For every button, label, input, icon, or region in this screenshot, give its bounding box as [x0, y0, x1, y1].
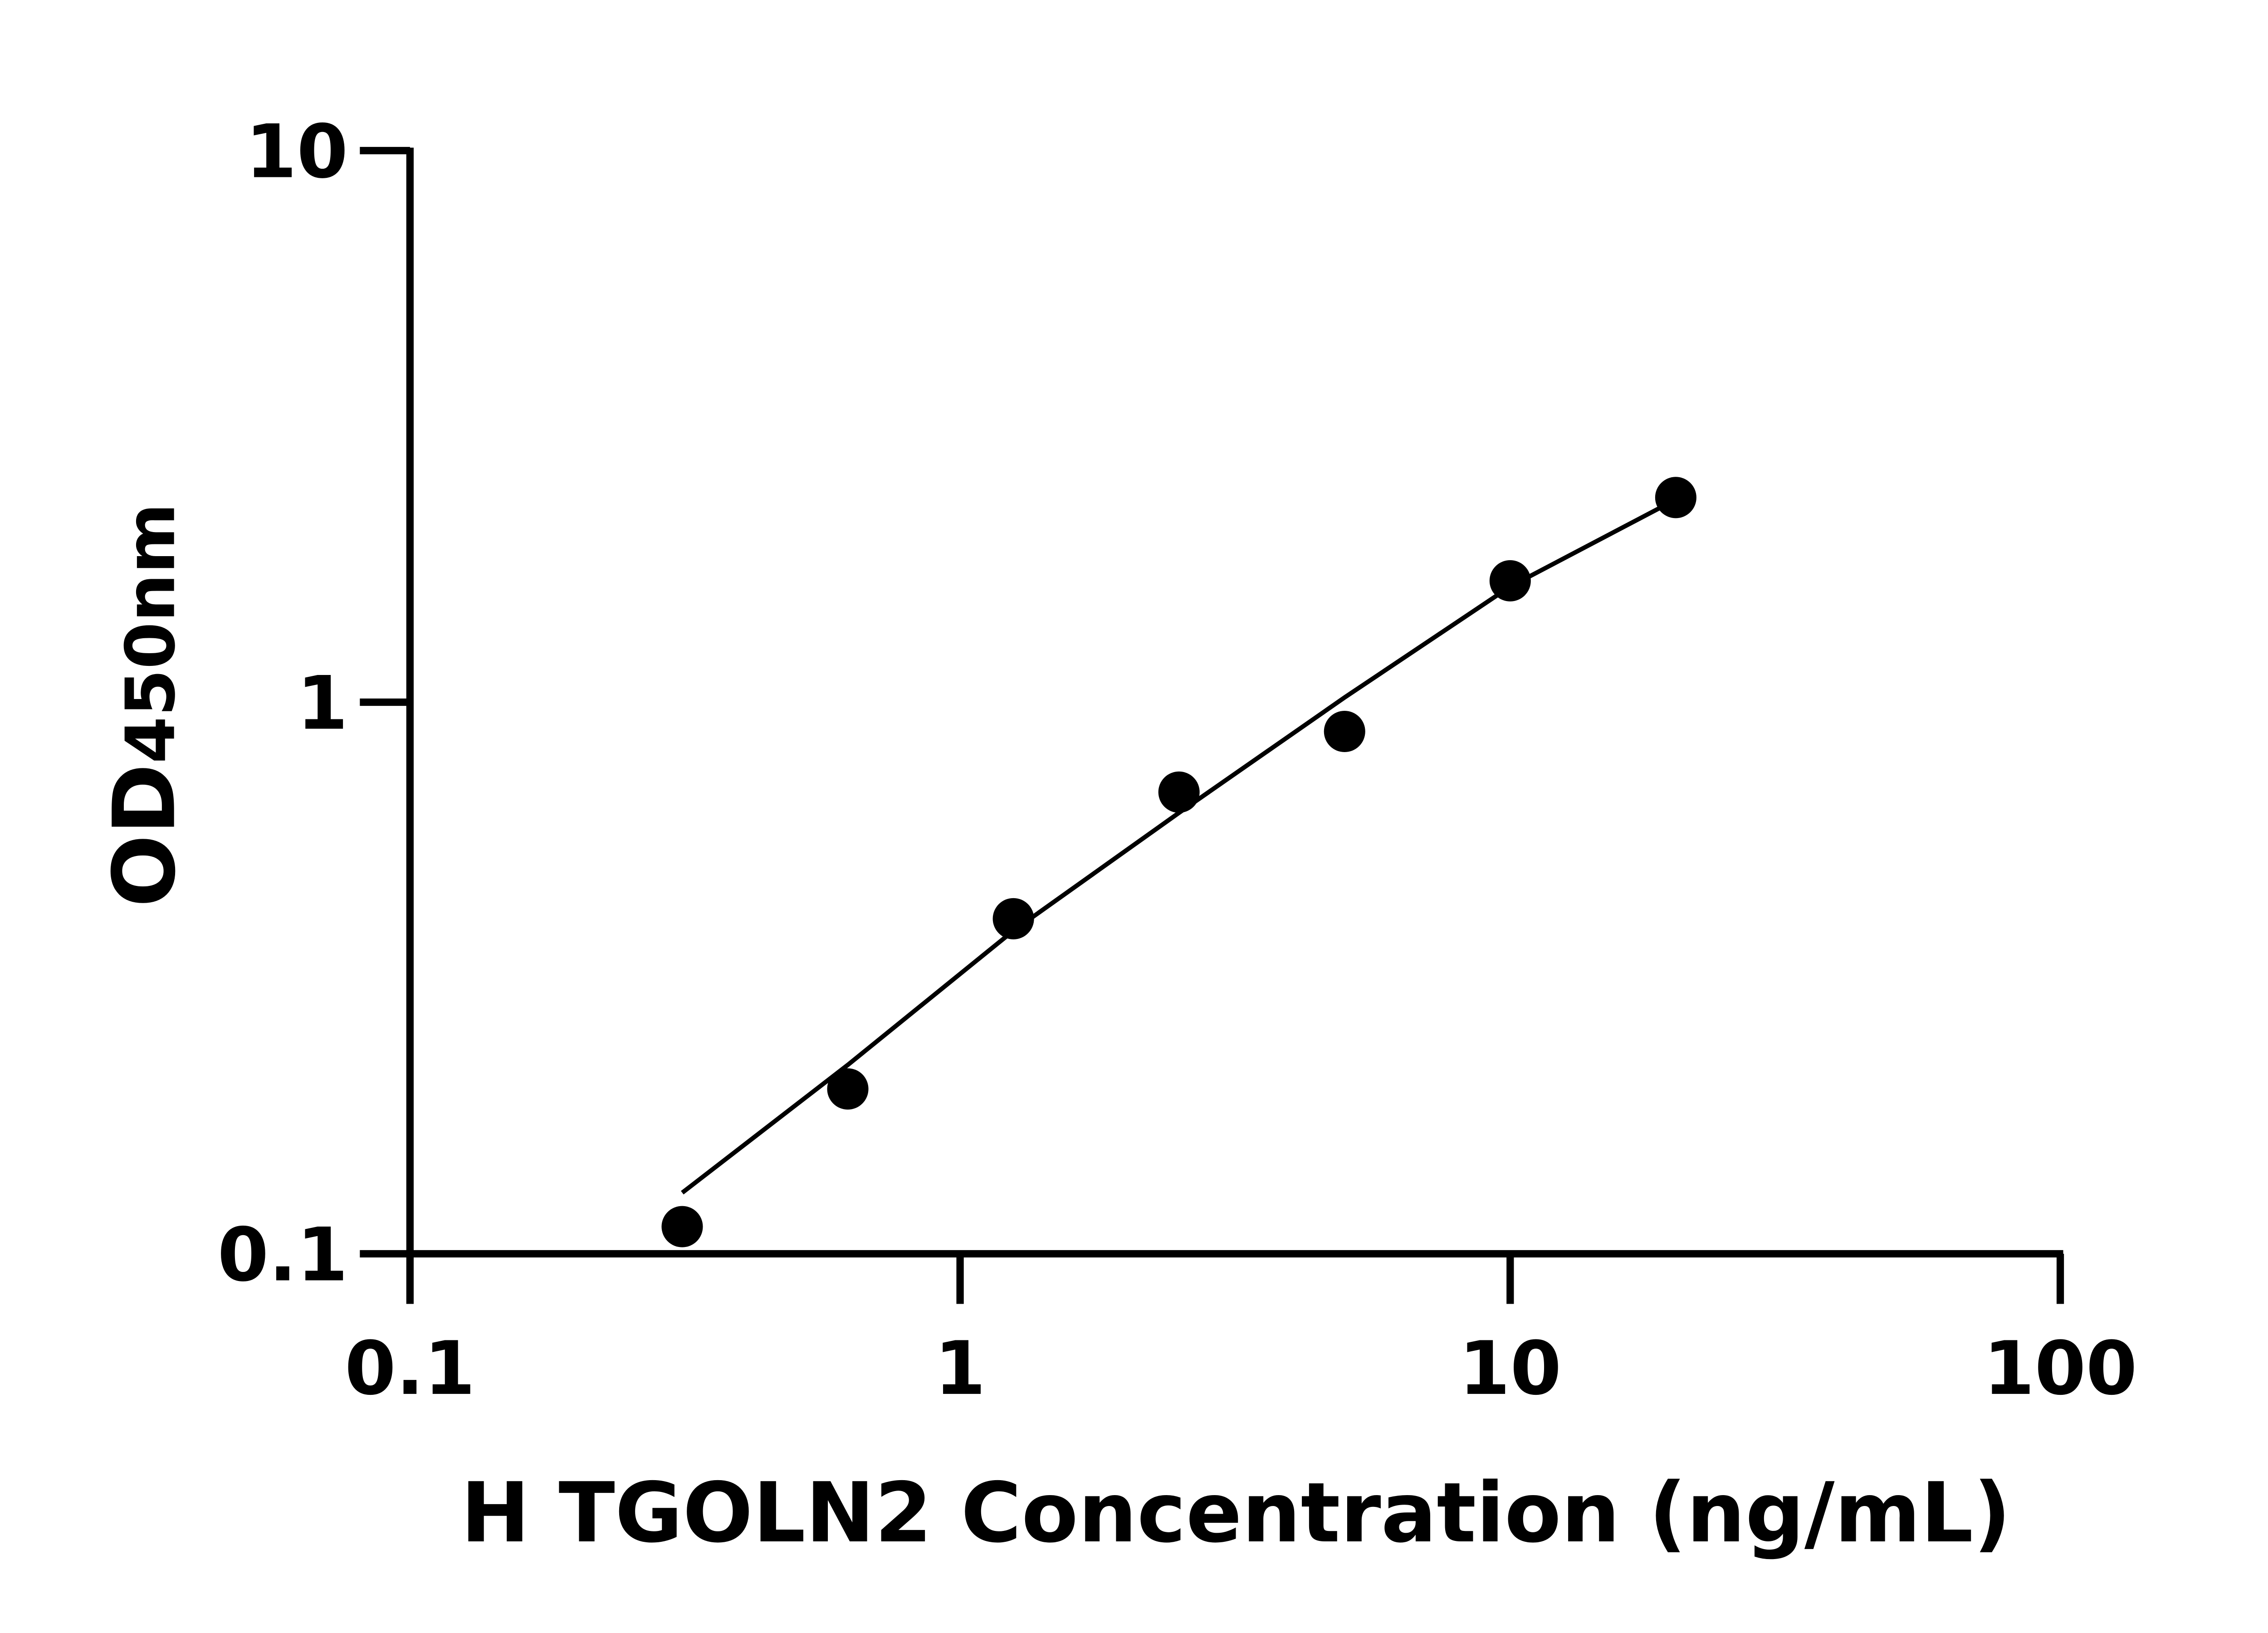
y-tick-label: 1 — [297, 661, 348, 747]
y-tick-label: 10 — [245, 109, 348, 195]
y-axis-label-sub: 450nm — [112, 503, 191, 763]
y-axis-label: OD450nm — [95, 503, 195, 907]
x-tick-label: 10 — [1459, 1326, 1561, 1412]
x-tick-label: 0.1 — [345, 1326, 475, 1412]
y-axis-label-main: OD — [95, 763, 195, 907]
data-point — [1655, 477, 1696, 518]
data-point — [1158, 771, 1200, 813]
data-point — [992, 898, 1034, 939]
x-tick-label: 1 — [934, 1326, 986, 1412]
data-point — [1489, 560, 1531, 601]
axes — [406, 147, 2063, 1258]
y-tick-label: 0.1 — [217, 1213, 348, 1298]
data-point — [1324, 711, 1365, 753]
svg-text:OD450nm: OD450nm — [95, 503, 195, 907]
data-point — [827, 1068, 869, 1110]
x-tick-label: 100 — [1983, 1326, 2137, 1412]
data-point — [661, 1206, 703, 1247]
x-axis-label: H TGOLN2 Concentration (ng/mL) — [461, 1465, 2011, 1561]
